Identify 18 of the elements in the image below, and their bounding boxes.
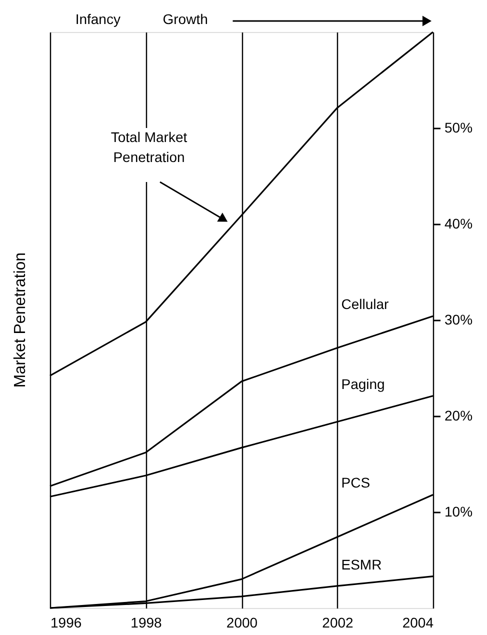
series-label: Cellular <box>341 296 390 312</box>
text: Infancy <box>75 11 120 27</box>
text: PCS <box>341 474 370 491</box>
text: Growth <box>162 11 208 27</box>
x-tick-label: 2002 <box>322 614 354 630</box>
y-tick-label: 10% <box>444 504 473 520</box>
series-label: Paging <box>341 376 385 392</box>
x-tick-label: 1996 <box>50 614 82 630</box>
y-tick-label: 50% <box>444 120 473 136</box>
y-tick-label: 30% <box>444 312 473 328</box>
series-label: ESMR <box>341 556 382 572</box>
x-tick-label: 2000 <box>226 614 258 630</box>
x-tick-label: 1998 <box>130 614 162 630</box>
annotation: Total Market Penetration <box>110 129 188 165</box>
x-tick-label: 2004 <box>402 614 434 630</box>
y-tick-label: 40% <box>444 216 473 232</box>
y-tick-label: 20% <box>444 408 473 424</box>
y-axis-title: Market Penetration <box>12 252 29 388</box>
